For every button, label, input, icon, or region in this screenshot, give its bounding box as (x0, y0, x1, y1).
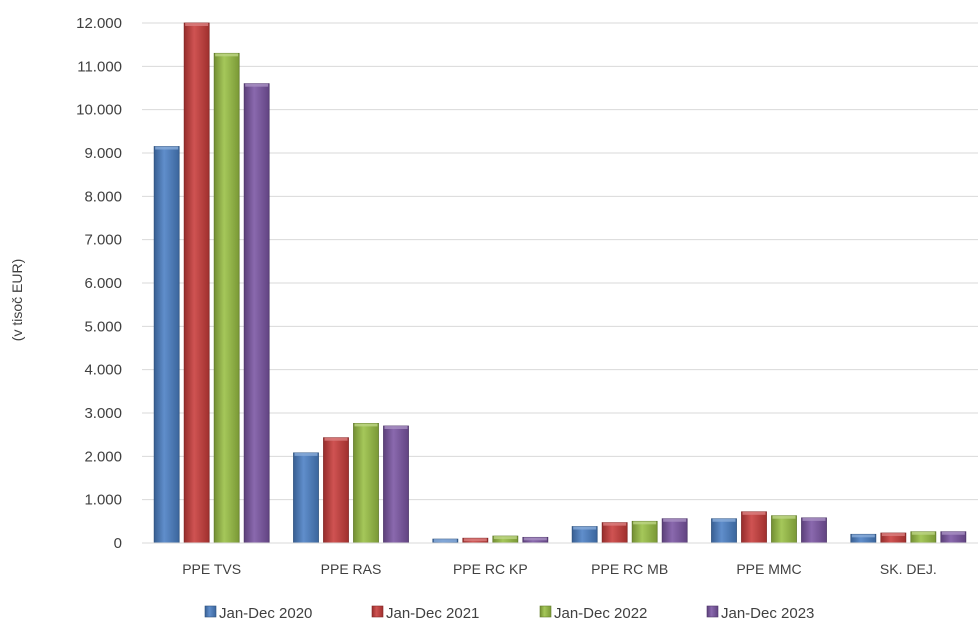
bars (153, 22, 967, 544)
x-tick-label: PPE RC MB (591, 561, 668, 577)
bar-ppe-mmc-series-4 (801, 517, 827, 544)
y-axis-title: (v tisoč EUR) (9, 259, 25, 341)
bar-top-highlight (354, 423, 378, 427)
x-tick-label: PPE MMC (736, 561, 801, 577)
x-tick-label: PPE TVS (182, 561, 241, 577)
bar-top-highlight (384, 426, 408, 429)
x-tick-label: PPE RAS (321, 561, 382, 577)
y-tick-label: 12.000 (76, 15, 122, 32)
y-tick-label: 1.000 (84, 492, 122, 509)
legend-swatch (204, 605, 217, 618)
x-axis-labels: PPE TVS PPE RAS PPE RC KP PPE RC MB PPE MMC S… (182, 561, 937, 577)
bar-top-highlight (663, 518, 687, 522)
y-tick-label: 10.000 (76, 102, 122, 119)
legend-label: Jan-Dec 2020 (219, 605, 312, 622)
y-tick-label: 4.000 (84, 362, 122, 379)
legend-label: Jan-Dec 2022 (554, 605, 647, 622)
bar-top-highlight (433, 539, 457, 543)
legend-swatch (706, 605, 719, 618)
y-tick-label: 9.000 (84, 145, 122, 162)
bar-top-highlight (742, 511, 766, 515)
bar-top-highlight (294, 452, 318, 456)
bar-top-highlight (633, 521, 657, 525)
bar-ppe-mmc-series-2 (741, 511, 767, 544)
y-tick-label: 2.000 (84, 448, 122, 465)
bar-ppe-mmc-series-1 (711, 518, 737, 544)
bar-top-highlight (772, 515, 796, 519)
bar-top-highlight (603, 522, 627, 526)
bar-ppe-rc-mb-series-3 (631, 520, 658, 544)
bar-top-highlight (185, 23, 209, 26)
bar-ppe-ras-series-2 (323, 437, 349, 544)
bar-top-highlight (324, 437, 348, 441)
bar-top-highlight (493, 536, 517, 540)
bar-ppe-ras-series-3 (353, 422, 379, 544)
bar-top-highlight (802, 517, 826, 521)
x-tick-label: PPE RC KP (453, 561, 528, 577)
legend-swatch (371, 605, 384, 618)
bar-top-highlight (941, 531, 965, 535)
bar-top-highlight (215, 53, 239, 57)
legend-label: Jan-Dec 2021 (386, 605, 479, 622)
y-tick-label: 3.000 (84, 405, 122, 422)
legend-label: Jan-Dec 2023 (721, 605, 814, 622)
y-tick-label: 6.000 (84, 275, 122, 292)
bar-ppe-tvs-series-1 (153, 146, 180, 544)
bar-top-highlight (851, 534, 875, 538)
y-tick-label: 0 (114, 535, 122, 552)
bar-ppe-tvs-series-2 (183, 22, 210, 544)
bar-top-highlight (573, 526, 597, 530)
bar-top-highlight (245, 83, 269, 87)
y-tick-label: 11.000 (77, 58, 122, 75)
legend-swatch (539, 605, 552, 618)
bar-ppe-tvs-series-4 (243, 83, 270, 544)
y-axis-ticks: 0 1.000 2.000 3.000 4.000 5.000 6.000 7.000 8.00… (76, 15, 122, 552)
bar-top-highlight (523, 537, 547, 541)
bar-ppe-mmc-series-3 (771, 515, 797, 544)
gridlines (142, 22, 978, 501)
y-tick-label: 7.000 (84, 232, 122, 249)
legend: Jan-Dec 2020 Jan-Dec 2021 Jan-Dec 2022 Jan-… (204, 605, 814, 622)
bar-ppe-ras-series-1 (293, 452, 319, 544)
bar-ppe-tvs-series-3 (213, 52, 240, 544)
bar-top-highlight (463, 538, 487, 542)
bar-top-highlight (881, 533, 905, 537)
y-tick-label: 5.000 (84, 318, 122, 335)
x-tick-label: SK. DEJ. (880, 561, 937, 577)
bar-top-highlight (712, 518, 736, 522)
bar-top-highlight (155, 146, 179, 150)
bar-ppe-ras-series-4 (383, 425, 409, 544)
bar-ppe-rc-mb-series-4 (661, 518, 688, 544)
y-tick-label: 8.000 (84, 188, 122, 205)
bar-ppe-rc-mb-series-2 (601, 522, 628, 544)
bar-top-highlight (911, 531, 935, 535)
